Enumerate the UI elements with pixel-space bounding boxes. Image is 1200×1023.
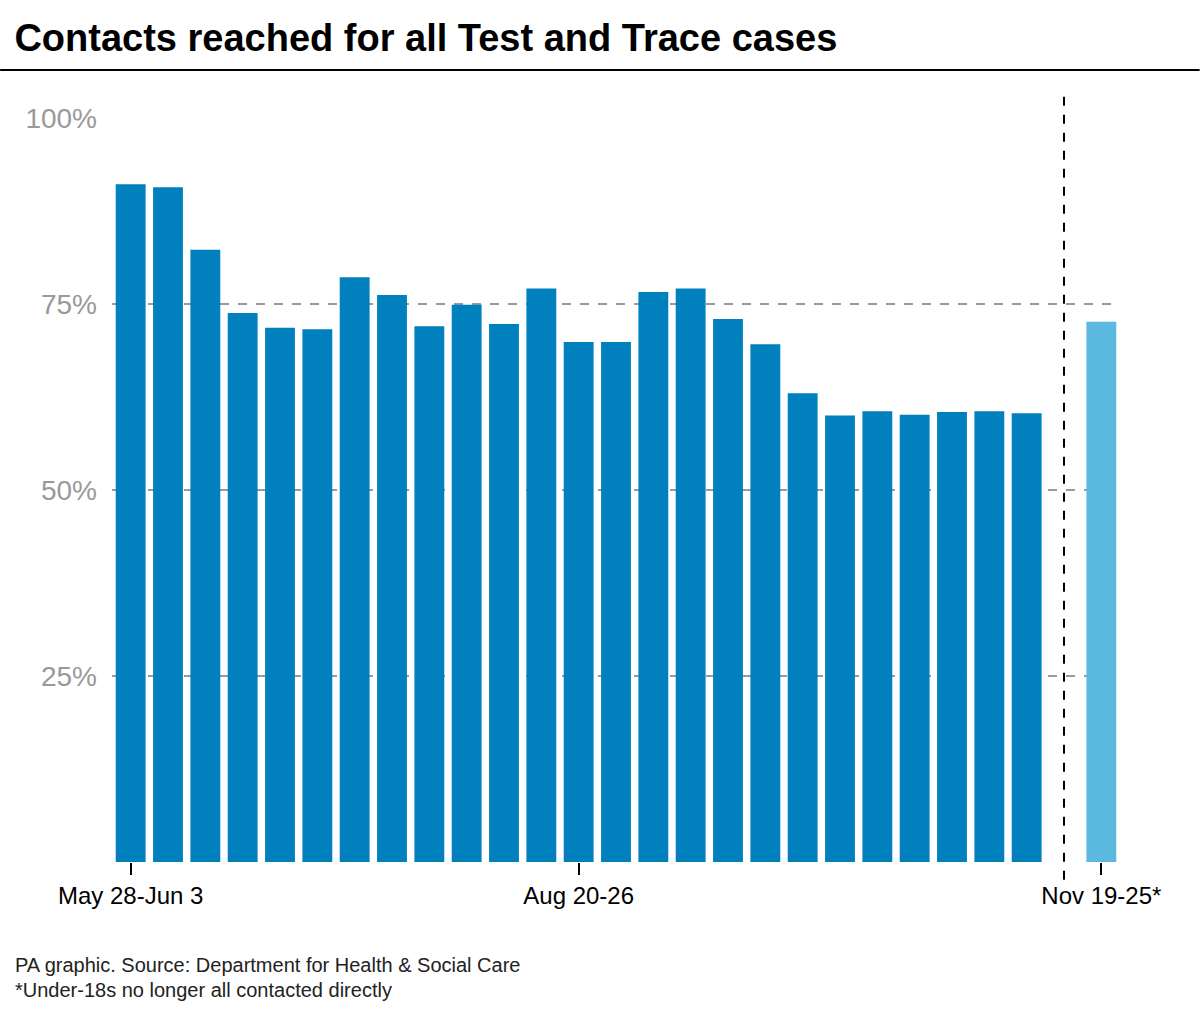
svg-text:Nov 19-25*: Nov 19-25* <box>1041 882 1161 909</box>
svg-text:May 28-Jun 3: May 28-Jun 3 <box>58 882 203 909</box>
svg-text:*Under-18s no longer all conta: *Under-18s no longer all contacted direc… <box>15 979 392 1001</box>
svg-text:50%: 50% <box>41 475 97 506</box>
svg-text:100%: 100% <box>25 103 97 134</box>
svg-text:Aug 20-26: Aug 20-26 <box>523 882 634 909</box>
svg-text:PA graphic. Source: Department: PA graphic. Source: Department for Healt… <box>15 954 520 976</box>
svg-text:Contacts reached for all Test: Contacts reached for all Test and Trace … <box>14 17 837 59</box>
svg-text:25%: 25% <box>41 661 97 692</box>
svg-text:75%: 75% <box>41 289 97 320</box>
